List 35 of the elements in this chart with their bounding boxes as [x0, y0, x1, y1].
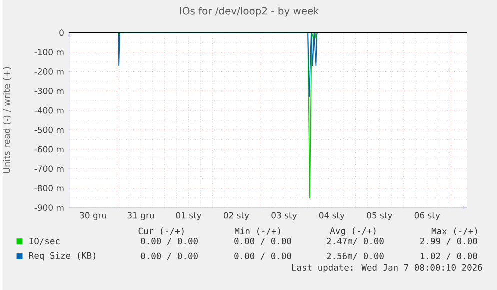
x-tick-label: 04 sty	[319, 212, 345, 220]
text: 0.00 / 0.00	[234, 252, 292, 260]
x-tick-label: 05 sty	[367, 212, 392, 220]
y-tick-label: -300 m	[34, 88, 64, 94]
x-tick-label: 01 sty	[176, 212, 202, 220]
text: 2.99 / 0.00	[420, 238, 478, 246]
y-tick-label: -900 m	[34, 204, 64, 211]
text: Last update: Wed Jan 7 08:00:10 2026	[292, 264, 482, 273]
text: Avg (-/+)	[330, 227, 376, 236]
x-tick-label: 02 sty	[224, 212, 250, 220]
y-tick-label: -600 m	[34, 146, 64, 153]
x-tick-label: 31 gru	[128, 212, 154, 220]
y-tick-label: -700 m	[34, 166, 64, 172]
text: 0.00 / 0.00	[141, 238, 198, 246]
text: Min (-/+)	[235, 228, 280, 236]
legend-label: IO/sec	[30, 238, 60, 246]
y-axis-title: Units read (-) / write (+)	[3, 67, 12, 174]
x-tick-label: 30 gru	[80, 212, 106, 220]
chart-title: IOs for /dev/loop2 - by week	[180, 6, 320, 17]
text: 2.56m/ 0.00	[327, 252, 384, 260]
y-tick-label: -200 m	[34, 68, 64, 75]
text: Cur (-/+)	[138, 228, 184, 236]
y-tick-label: -500 m	[34, 126, 64, 134]
y-tick-label: -100 m	[34, 48, 64, 56]
x-tick-label: 06 sty	[414, 212, 440, 220]
text: 0.00 / 0.00	[234, 238, 292, 246]
text: 2.47m/ 0.00	[327, 238, 384, 246]
x-tick-label: 03 sty	[272, 212, 298, 220]
y-tick-label: -800 m	[34, 185, 64, 192]
text: 0.00 / 0.00	[141, 252, 198, 260]
text: 1.02 / 0.00	[421, 252, 478, 260]
legend-label: Req Size (KB)	[30, 252, 96, 261]
text: Max (-/+)	[432, 228, 478, 236]
y-tick-label: -400 m	[34, 107, 64, 114]
y-tick-label: 0	[60, 29, 64, 36]
